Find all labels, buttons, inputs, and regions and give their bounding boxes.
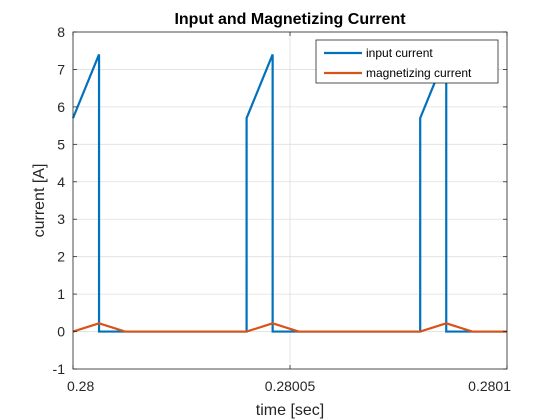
x-axis-label: time [sec] bbox=[256, 402, 324, 419]
x-tick-label-1: 0.28005 bbox=[265, 378, 316, 394]
y-tick-label-8: 7 bbox=[57, 61, 65, 77]
chart-title: Input and Magnetizing Current bbox=[174, 11, 406, 28]
y-tick-label-5: 4 bbox=[57, 174, 65, 190]
y-tick-label-1: 0 bbox=[57, 324, 65, 340]
y-tick-label-4: 3 bbox=[57, 211, 65, 227]
y-tick-label-0: -1 bbox=[53, 361, 66, 377]
series-group bbox=[71, 54, 507, 333]
legend: input current magnetizing current bbox=[315, 39, 499, 84]
ticks: -1 0 1 2 3 4 5 6 7 8 0.28 0.28005 0.2801 bbox=[53, 24, 512, 394]
series-line-1 bbox=[72, 322, 507, 333]
y-tick-label-9: 8 bbox=[57, 24, 65, 40]
legend-box bbox=[315, 39, 499, 84]
series-line-0 bbox=[71, 54, 507, 333]
legend-label-0: input current bbox=[366, 46, 433, 60]
x-tick-label-2: 0.2801 bbox=[468, 378, 511, 394]
y-tick-label-3: 2 bbox=[57, 249, 65, 265]
y-tick-label-2: 1 bbox=[57, 286, 65, 302]
legend-label-1: magnetizing current bbox=[366, 66, 472, 80]
y-tick-label-7: 6 bbox=[57, 99, 65, 115]
y-axis-label: current [A] bbox=[31, 164, 48, 238]
x-tick-label-0: 0.28 bbox=[67, 378, 94, 394]
y-tick-label-6: 5 bbox=[57, 136, 65, 152]
